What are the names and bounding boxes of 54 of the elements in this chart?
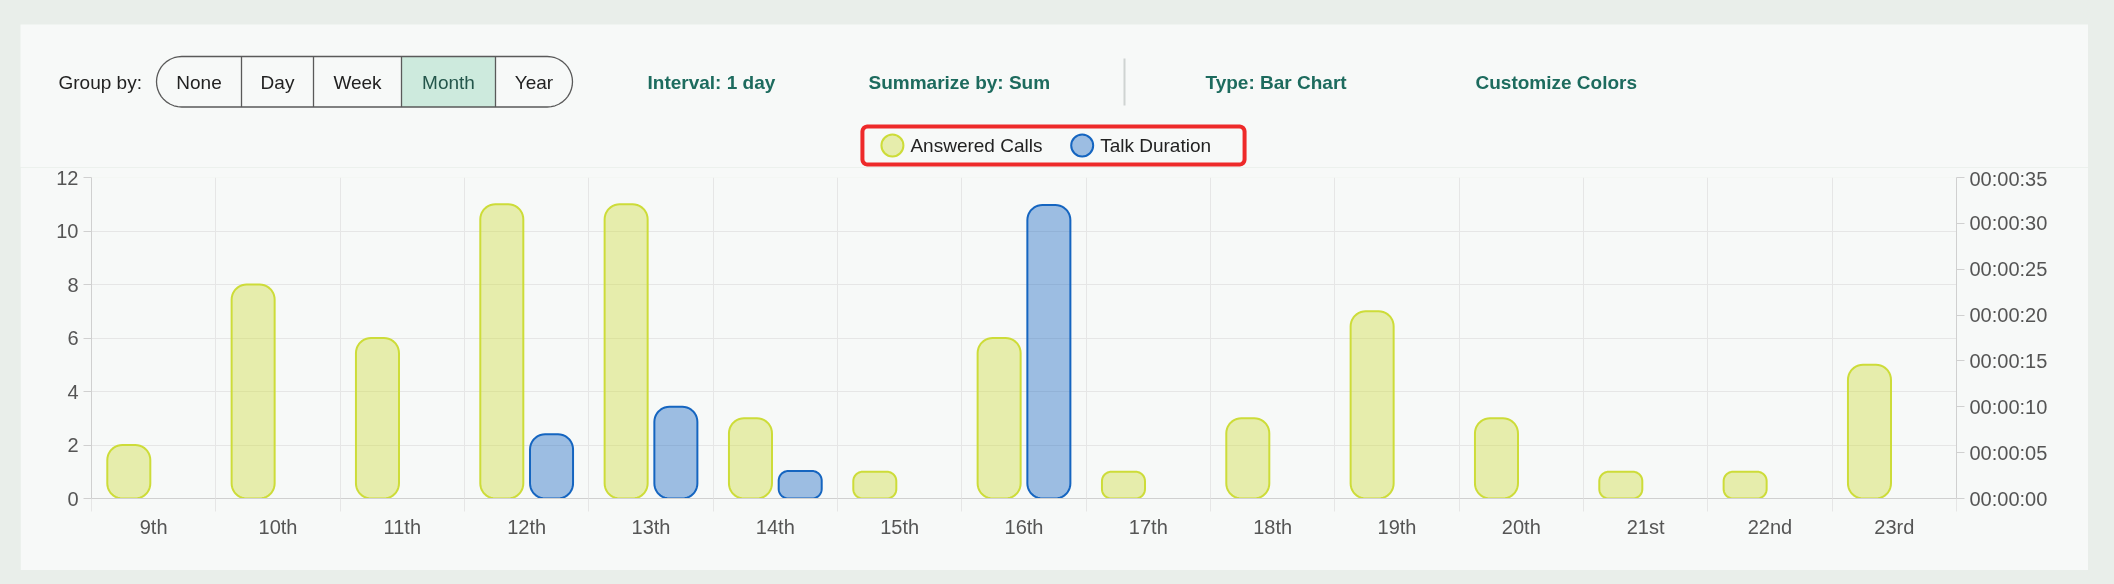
x-tick-label: 12th (507, 515, 547, 538)
x-tick-label: 9th (139, 515, 168, 538)
x-tick-label: 18th (1253, 515, 1293, 538)
x-tick-label: 14th (755, 515, 795, 538)
text: Day (260, 71, 295, 93)
bar (727, 417, 773, 499)
x-tick-label: 11th (383, 515, 422, 538)
y-tick-label: 8 (67, 273, 79, 296)
y-tick-label: 4 (67, 380, 79, 403)
text: Week (333, 71, 383, 93)
bar (976, 337, 1022, 499)
x-tick-label: 10th (258, 515, 298, 538)
x-tick-label: 13th (631, 515, 671, 538)
bar (653, 405, 699, 499)
y2-tick-label: 00:00:05 (1969, 441, 2048, 464)
y-tick-label: 6 (67, 327, 79, 349)
bar (1225, 417, 1271, 499)
text: Year (514, 71, 554, 93)
bar (603, 203, 649, 499)
x-tick-label: 20th (1501, 515, 1541, 538)
y-tick-label: 0 (67, 487, 79, 510)
y2-tick-label: 00:00:35 (1969, 167, 2048, 190)
y2-tick-label: 00:00:15 (1969, 349, 2048, 372)
x-tick-label: 21st (1626, 515, 1666, 538)
text: Customize Colors (1475, 71, 1638, 93)
legend-label: Talk Duration (1100, 135, 1212, 156)
y2-tick-label: 00:00:10 (1969, 395, 2048, 418)
text: Interval: 1 day (647, 71, 776, 93)
bar (1473, 417, 1519, 499)
x-tick-label: 19th (1377, 515, 1417, 538)
y-tick-label: 12 (56, 166, 79, 189)
x-tick-label: 22nd (1747, 515, 1793, 538)
y-tick-label: 10 (56, 220, 79, 242)
bar (230, 283, 276, 499)
bar (479, 203, 525, 499)
y2-tick-label: 00:00:00 (1969, 487, 2048, 510)
x-tick-label: 23rd (1874, 515, 1915, 538)
y2-tick-label: 00:00:30 (1969, 212, 2048, 235)
text: Month (422, 71, 475, 93)
text: None (176, 71, 222, 93)
bar (1846, 363, 1892, 499)
x-tick-label: 15th (880, 515, 920, 538)
y-tick-label: 2 (67, 434, 79, 456)
text: Group by: (58, 71, 142, 93)
bar (354, 337, 400, 499)
y2-tick-label: 00:00:25 (1969, 258, 2048, 281)
x-tick-label: 16th (1004, 515, 1044, 538)
y2-tick-label: 00:00:20 (1969, 304, 2048, 327)
text: Type: Bar Chart (1205, 71, 1348, 93)
bar (1349, 310, 1395, 499)
bar (1026, 204, 1072, 499)
text: Summarize by: Sum (868, 71, 1051, 93)
x-tick-label: 17th (1128, 515, 1168, 538)
legend-label: Answered Calls (910, 135, 1043, 156)
